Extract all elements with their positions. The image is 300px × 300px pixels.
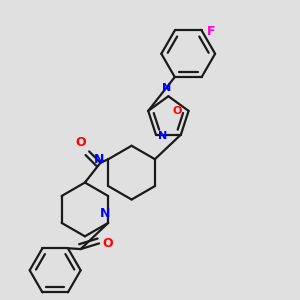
Text: N: N <box>158 131 167 141</box>
Text: O: O <box>76 136 86 148</box>
Text: O: O <box>102 237 112 250</box>
Text: O: O <box>173 106 182 116</box>
Text: N: N <box>100 207 110 220</box>
Text: N: N <box>161 83 171 93</box>
Text: F: F <box>207 25 215 38</box>
Text: N: N <box>94 153 104 166</box>
